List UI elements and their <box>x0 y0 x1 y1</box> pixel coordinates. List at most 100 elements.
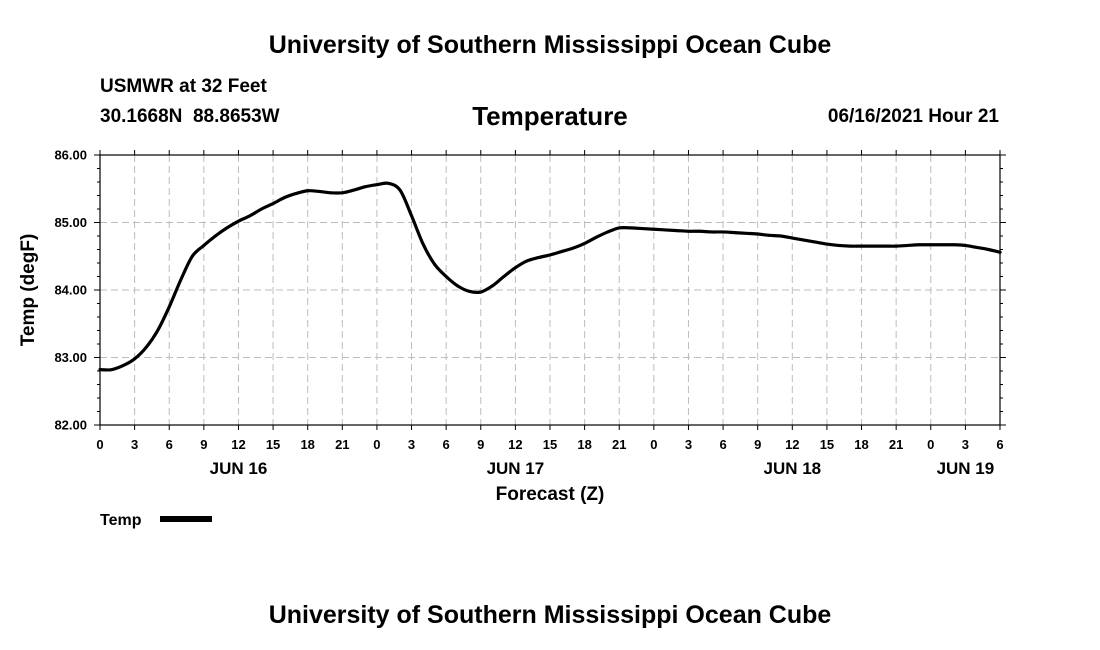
temp-data-point <box>317 190 321 193</box>
temp-data-point <box>617 226 621 230</box>
x-tick-label: 3 <box>962 437 969 452</box>
temp-data-point <box>502 275 506 278</box>
temp-data-point <box>583 242 587 245</box>
x-tick-label: 0 <box>373 437 380 452</box>
x-tick-label: 15 <box>266 437 280 452</box>
temp-data-point <box>675 229 679 233</box>
x-tick-label: 6 <box>443 437 450 452</box>
axis-ticks <box>94 150 1006 430</box>
temp-data-point <box>594 235 598 239</box>
temp-data-point <box>640 227 644 230</box>
station-label: USMWR at 32 Feet <box>100 76 267 97</box>
temp-data-point <box>813 240 817 244</box>
temp-data-point <box>698 229 702 233</box>
legend-label: Temp <box>100 512 142 529</box>
y-tick-label: 83.00 <box>54 350 87 365</box>
temp-data-point <box>479 290 483 294</box>
temp-data-point <box>513 266 517 270</box>
temp-data-point <box>213 234 217 238</box>
temp-data-point <box>144 345 148 349</box>
temp-data-point <box>237 219 240 223</box>
temp-data-point <box>687 229 690 233</box>
x-axis-title: Forecast (Z) <box>496 484 605 505</box>
y-tick-label: 85.00 <box>54 215 87 230</box>
temp-data-point <box>767 233 771 237</box>
temp-data-point <box>306 189 310 193</box>
temp-data-point <box>490 284 494 288</box>
x-tick-label: 12 <box>785 437 799 452</box>
x-tick-label: 21 <box>889 437 903 452</box>
temp-data-point <box>110 368 113 372</box>
temp-data-point <box>329 191 333 195</box>
temp-data-point <box>606 230 610 234</box>
temp-data-point <box>537 256 540 259</box>
temp-data-point <box>398 188 402 192</box>
temp-data-point <box>652 227 656 231</box>
temp-data-point <box>525 259 529 263</box>
x-tick-label: 15 <box>820 437 834 452</box>
legend-swatch <box>160 516 212 522</box>
temp-data-point <box>271 202 275 206</box>
temp-data-point <box>421 242 425 246</box>
temp-data-point <box>352 188 356 192</box>
temp-data-point <box>721 230 725 234</box>
y-tick-labels: 82.00 83.00 84.00 85.00 86.00 <box>54 148 87 433</box>
temp-data-point <box>340 191 344 195</box>
temp-data-point <box>548 253 552 257</box>
temp-data-point <box>929 243 933 247</box>
forecast-run-time: 06/16/2021 Hour 21 <box>827 106 999 127</box>
temp-data-point <box>387 181 390 185</box>
temp-data-point <box>825 242 829 246</box>
x-tick-label: 3 <box>131 437 138 452</box>
temp-data-points <box>98 181 1002 372</box>
temp-data-point <box>710 230 713 234</box>
temp-data-point <box>883 244 887 248</box>
temp-data-point <box>433 262 437 266</box>
temp-data-point <box>906 244 910 247</box>
temp-data-point <box>225 226 229 230</box>
temp-data-point <box>156 329 160 332</box>
temp-data-point <box>756 232 760 236</box>
temp-data-point <box>456 284 460 288</box>
temp-data-point <box>733 231 737 235</box>
day-labels: JUN 16 JUN 17 JUN 18 JUN 19 <box>210 459 995 478</box>
temp-data-point <box>283 196 287 199</box>
x-tick-label: 12 <box>508 437 522 452</box>
chart-main-title: University of Southern Mississippi Ocean… <box>268 31 832 59</box>
x-tick-labels: 0 3 6 9 12 15 18 21 0 3 6 9 12 15 18 21 0 3 6 9 12 15 18 21 0 3 6 <box>96 437 1003 452</box>
temp-data-point <box>975 246 979 249</box>
temp-data-point <box>410 214 413 218</box>
x-tick-label: 0 <box>96 437 103 452</box>
station-coordinates: 30.1668N 88.8653W <box>100 106 280 127</box>
temp-data-point <box>940 243 944 247</box>
temp-data-point <box>571 246 575 250</box>
temp-data-point <box>894 244 898 248</box>
temp-data-point <box>375 183 379 187</box>
footer-title: University of Southern Mississippi Ocean… <box>268 601 832 629</box>
x-tick-label: 9 <box>200 437 207 452</box>
x-tick-label: 6 <box>996 437 1003 452</box>
x-tick-label: 21 <box>335 437 349 452</box>
day-label: JUN 19 <box>937 459 995 478</box>
x-tick-label: 18 <box>577 437 591 452</box>
temp-data-point <box>167 305 171 309</box>
temp-data-point <box>848 244 852 248</box>
x-tick-label: 18 <box>854 437 868 452</box>
x-tick-label: 15 <box>543 437 557 452</box>
temp-data-point <box>121 364 125 367</box>
x-tick-label: 3 <box>685 437 692 452</box>
temp-data-point <box>860 244 863 248</box>
temp-data-point <box>952 243 956 247</box>
temp-data-point <box>779 234 783 238</box>
temp-data-point <box>917 243 921 247</box>
temp-data-point <box>560 250 563 253</box>
temp-data-point <box>190 254 194 258</box>
temp-data-point <box>179 278 183 282</box>
temp-data-point <box>363 185 367 189</box>
temp-data-point <box>444 275 448 278</box>
day-label: JUN 17 <box>487 459 545 478</box>
day-label: JUN 16 <box>210 459 268 478</box>
variable-title: Temperature <box>472 101 628 131</box>
grid <box>100 155 1000 425</box>
